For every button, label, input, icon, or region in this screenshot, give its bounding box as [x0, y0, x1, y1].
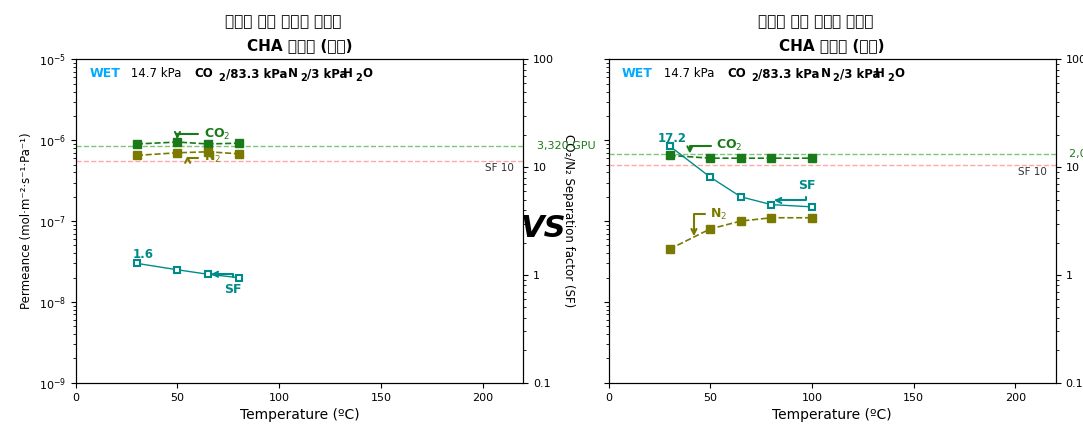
- Text: CO$_2$: CO$_2$: [688, 138, 743, 153]
- Y-axis label: Permeance (mol·m⁻²·s⁻¹·Pa⁻¹): Permeance (mol·m⁻²·s⁻¹·Pa⁻¹): [21, 133, 34, 309]
- Text: 1.6: 1.6: [133, 248, 154, 261]
- Text: CO: CO: [727, 67, 746, 81]
- Text: 2: 2: [355, 73, 362, 83]
- Text: N$_2$: N$_2$: [691, 207, 728, 234]
- Text: 3,320 GPU: 3,320 GPU: [537, 141, 596, 151]
- Text: O: O: [895, 67, 905, 81]
- Text: SF 10: SF 10: [485, 163, 514, 173]
- Text: SF: SF: [213, 272, 242, 296]
- X-axis label: Temperature (ºC): Temperature (ºC): [239, 408, 360, 422]
- Text: CO$_2$: CO$_2$: [175, 127, 231, 142]
- Text: SF: SF: [777, 179, 815, 203]
- Text: /83.3 kPa: /83.3 kPa: [758, 67, 824, 81]
- Text: WET: WET: [622, 67, 653, 81]
- Text: 을 적용한: 을 적용한: [300, 15, 341, 29]
- Text: 2: 2: [218, 73, 225, 83]
- Text: N$_2$: N$_2$: [185, 150, 221, 165]
- Text: VS: VS: [521, 214, 566, 243]
- Text: /83.3 kPa: /83.3 kPa: [225, 67, 291, 81]
- Text: 2: 2: [888, 73, 895, 83]
- Y-axis label: CO₂/N₂ Separation factor (SF): CO₂/N₂ Separation factor (SF): [562, 135, 575, 308]
- Text: 2,000 GPU: 2,000 GPU: [1069, 149, 1083, 159]
- Text: 17.2: 17.2: [657, 132, 687, 145]
- Text: 을 적용한: 을 적용한: [832, 15, 874, 29]
- Text: N: N: [288, 67, 298, 81]
- Text: SF 10: SF 10: [1018, 167, 1047, 176]
- Text: CHA 분리막 (튜브): CHA 분리막 (튜브): [780, 38, 885, 53]
- Text: H: H: [342, 67, 352, 81]
- Text: 새로운 소성 방법: 새로운 소성 방법: [758, 15, 832, 29]
- Text: 2: 2: [833, 73, 839, 83]
- Text: WET: WET: [89, 67, 120, 81]
- Text: H: H: [875, 67, 885, 81]
- Text: N: N: [821, 67, 831, 81]
- Text: 2: 2: [300, 73, 306, 83]
- Text: CO: CO: [194, 67, 213, 81]
- Text: /3 kPa: /3 kPa: [839, 67, 885, 81]
- Text: CHA 분리막 (튜브): CHA 분리막 (튜브): [247, 38, 352, 53]
- Text: 기존의 소성 방법: 기존의 소성 방법: [225, 15, 300, 29]
- Text: O: O: [362, 67, 373, 81]
- X-axis label: Temperature (ºC): Temperature (ºC): [772, 408, 892, 422]
- Text: 2: 2: [751, 73, 757, 83]
- Text: 14.7 kPa: 14.7 kPa: [128, 67, 185, 81]
- Text: /3 kPa: /3 kPa: [308, 67, 352, 81]
- Text: 14.7 kPa: 14.7 kPa: [660, 67, 718, 81]
